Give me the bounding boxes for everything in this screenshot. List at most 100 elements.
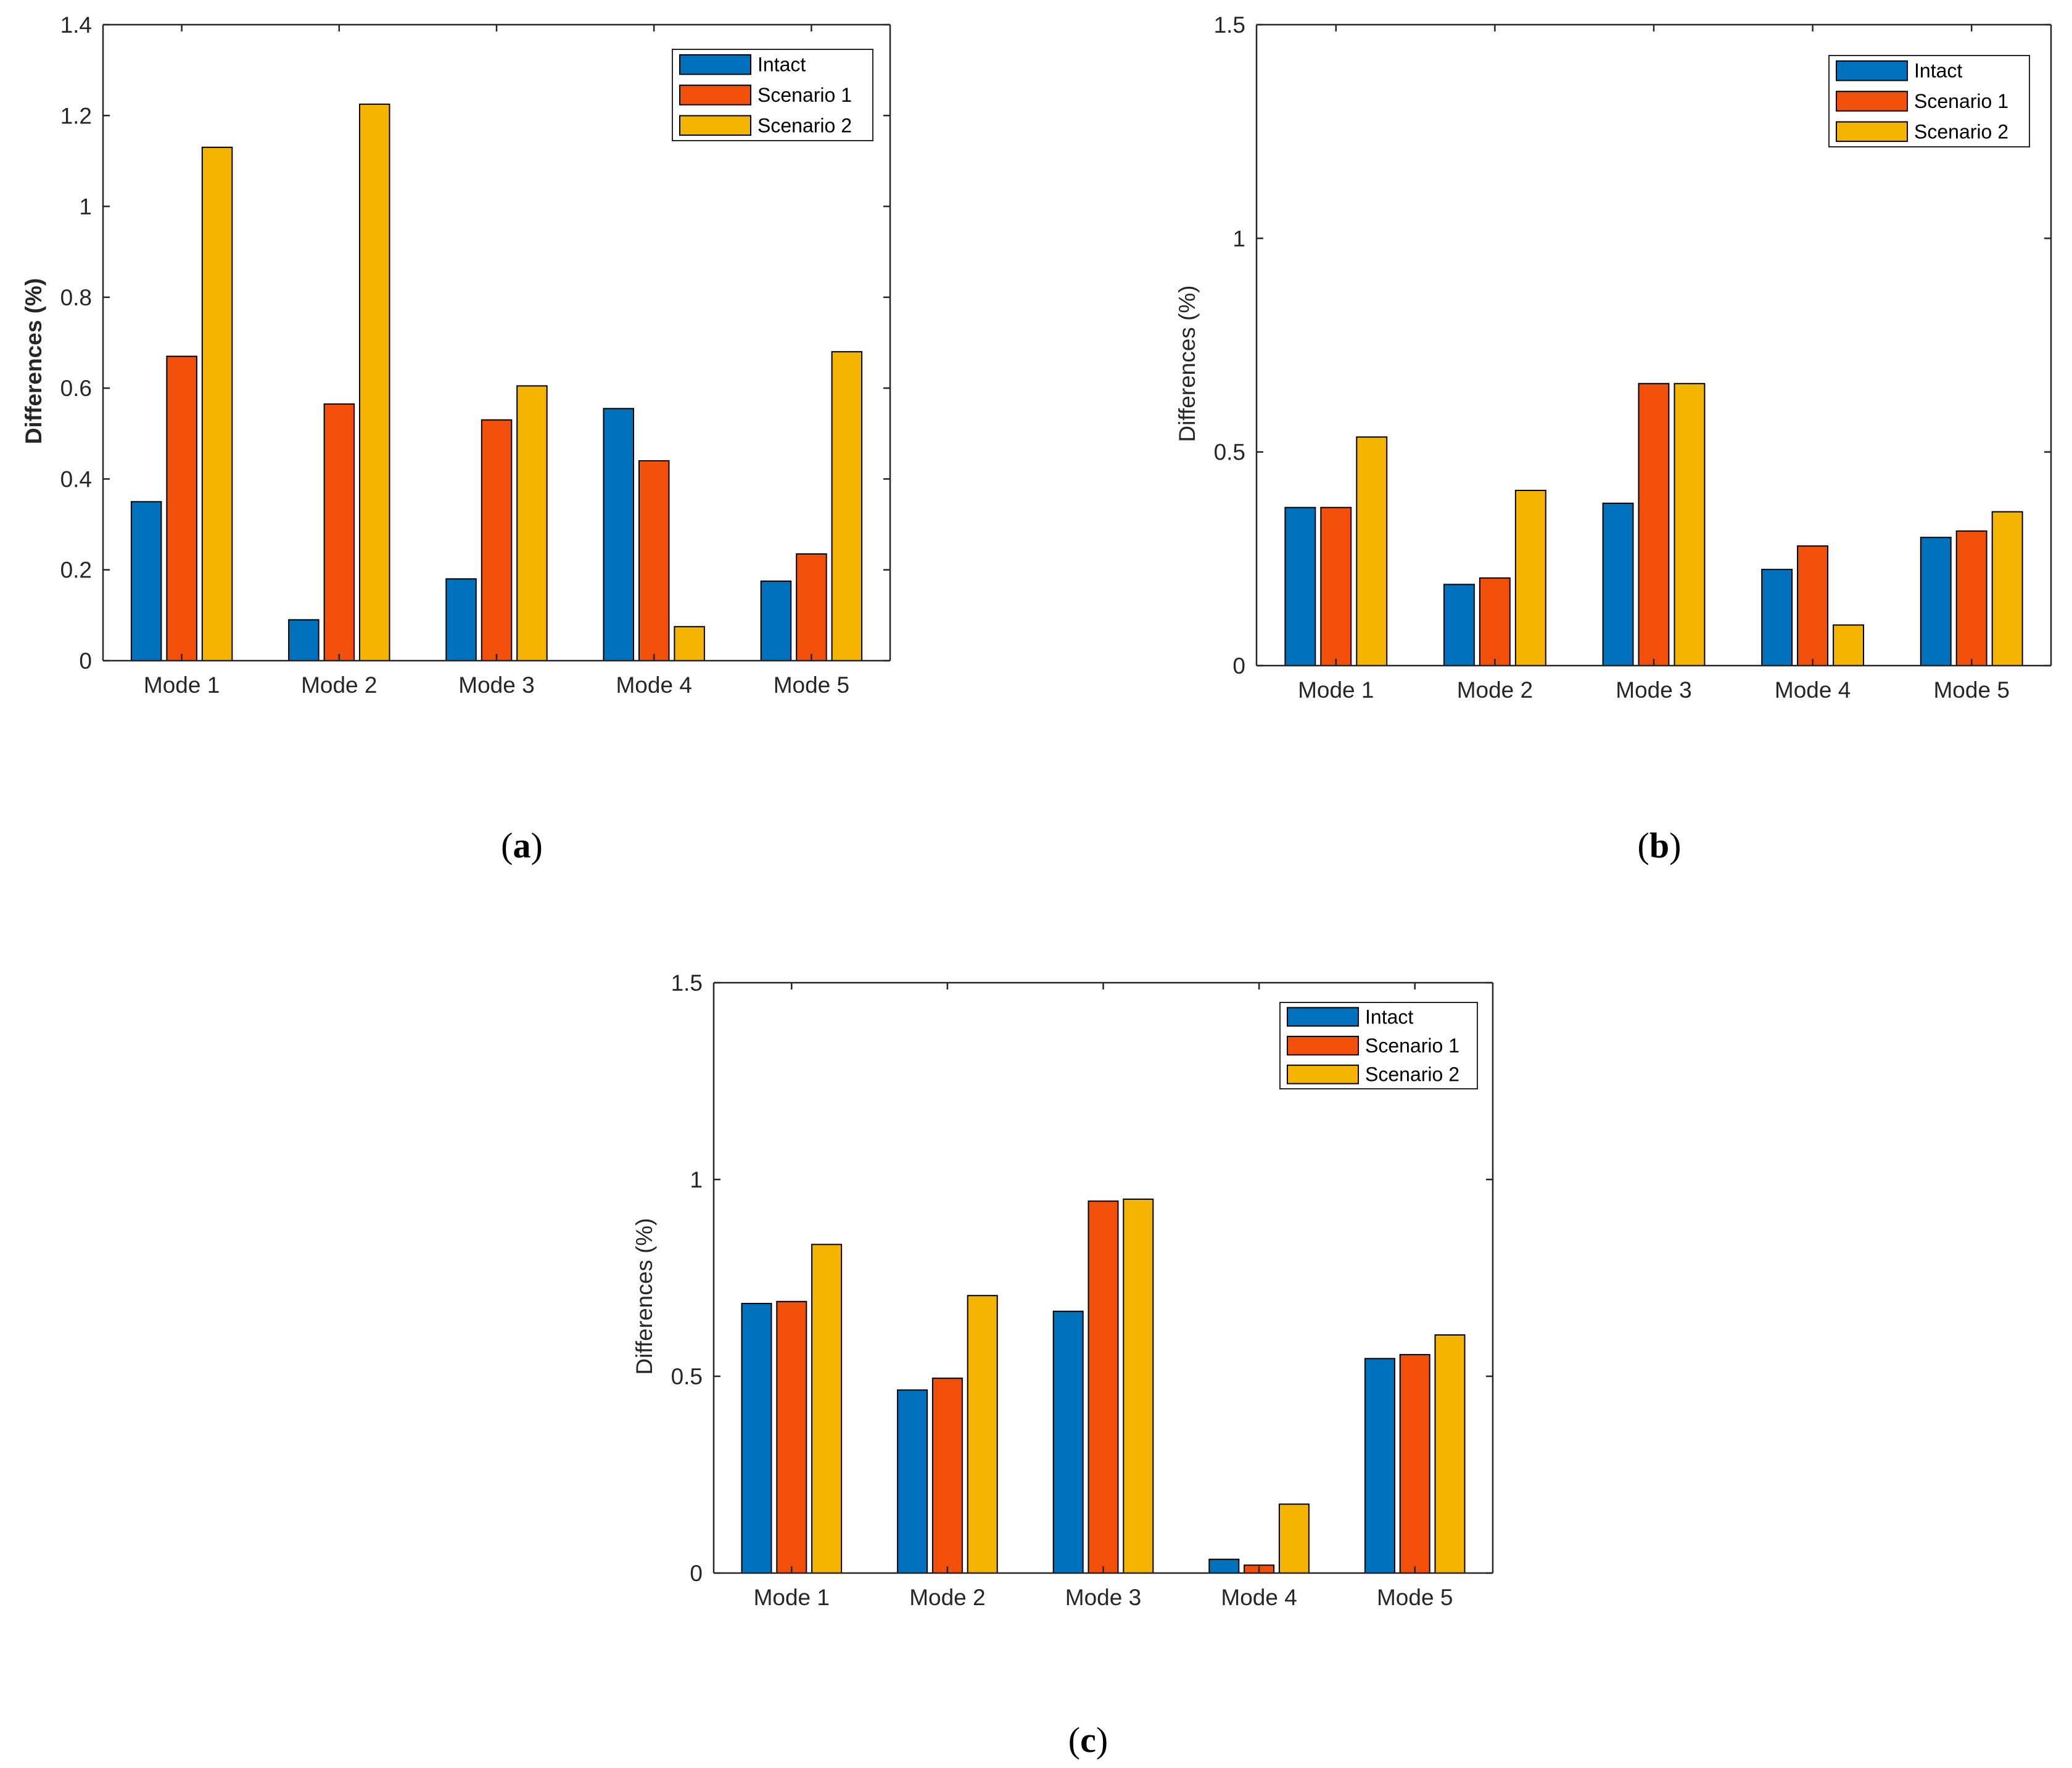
legend-swatch-scenario-1 — [1287, 1036, 1359, 1055]
x-tick-label: Mode 1 — [754, 1585, 830, 1610]
legend-swatch-intact — [1836, 60, 1908, 81]
chart-panel-c: 0 0.5 1 1.5 Mode 1 Mode 2 Mode 3 Mode 4 Mode 5 Di… — [632, 970, 1494, 1610]
x-tick-label: Mode 5 — [1933, 677, 2009, 703]
bar-scenario-1-mode-1 — [776, 1300, 807, 1574]
bar-scenario-2-mode-5 — [1434, 1334, 1466, 1574]
bar-intact-mode-5 — [1920, 537, 1952, 667]
bar-intact-mode-2 — [897, 1389, 928, 1574]
bar-scenario-1-mode-2 — [931, 1378, 963, 1574]
legend-label-intact: Intact — [757, 54, 806, 76]
legend: Intact Scenario 1 Scenario 2 — [1828, 55, 2030, 147]
x-tick-label: Mode 5 — [1377, 1585, 1453, 1610]
y-tick-label: 0 — [79, 648, 92, 674]
legend-swatch-scenario-1 — [679, 85, 751, 105]
y-axis-label: Differences (%) — [1174, 285, 1200, 442]
y-tick-label: 0 — [1232, 653, 1245, 679]
y-tick-label: 1.5 — [1214, 12, 1245, 38]
bar-intact-mode-5 — [760, 580, 792, 661]
y-tick-label: 0.5 — [671, 1364, 703, 1389]
bar-intact-mode-3 — [1602, 502, 1634, 666]
bar-intact-mode-4 — [603, 408, 634, 661]
y-tick-label: 1.4 — [60, 12, 92, 38]
bar-scenario-1-mode-5 — [796, 553, 827, 662]
bar-scenario-1-mode-5 — [1399, 1353, 1430, 1574]
legend-label-scenario-2: Scenario 2 — [757, 114, 852, 136]
panel-label-c-open: ( — [1068, 1720, 1080, 1760]
bar-scenario-2-mode-3 — [1123, 1198, 1154, 1574]
x-tick-label: Mode 3 — [1065, 1585, 1141, 1610]
legend-label-intact: Intact — [1365, 1006, 1413, 1028]
bar-intact-mode-3 — [1052, 1310, 1084, 1574]
panel-label-a-open: ( — [501, 825, 513, 865]
bar-intact-mode-2 — [1443, 584, 1475, 667]
bar-intact-mode-3 — [445, 578, 477, 662]
bar-scenario-2-mode-2 — [967, 1295, 998, 1574]
legend-swatch-scenario-2 — [1836, 121, 1908, 143]
x-tick-label: Mode 3 — [1616, 677, 1691, 703]
legend-label-scenario-1: Scenario 1 — [757, 84, 852, 106]
x-tick-label: Mode 2 — [1457, 677, 1533, 703]
x-tick-label: Mode 4 — [1775, 677, 1851, 703]
legend: Intact Scenario 1 Scenario 2 — [672, 49, 873, 141]
x-tick-label: Mode 3 — [458, 672, 534, 698]
legend-label-scenario-1: Scenario 1 — [1914, 90, 2008, 112]
legend-label-scenario-2: Scenario 2 — [1365, 1064, 1459, 1086]
legend-swatch-scenario-1 — [1836, 91, 1908, 112]
bar-scenario-1-mode-3 — [481, 419, 513, 661]
bar-intact-mode-4 — [1208, 1558, 1240, 1574]
bar-scenario-2-mode-3 — [1674, 382, 1706, 666]
bar-scenario-2-mode-2 — [359, 103, 390, 661]
x-tick-label: Mode 1 — [144, 672, 220, 698]
y-tick-label: 0.5 — [1214, 440, 1245, 465]
y-tick-label: 1.2 — [60, 103, 92, 128]
x-tick-label: Mode 4 — [616, 672, 691, 698]
bar-scenario-1-mode-4 — [1797, 545, 1829, 666]
panel-label-b-close: ) — [1669, 825, 1681, 865]
bar-scenario-2-mode-1 — [1356, 436, 1388, 667]
panel-label-b-letter: b — [1649, 825, 1669, 865]
bar-intact-mode-1 — [130, 501, 162, 662]
bar-scenario-2-mode-3 — [516, 385, 548, 661]
bar-intact-mode-1 — [741, 1303, 772, 1574]
x-tick-label: Mode 2 — [301, 672, 377, 698]
bar-scenario-1-mode-4 — [638, 460, 670, 661]
bar-scenario-2-mode-1 — [811, 1244, 843, 1574]
bar-scenario-1-mode-1 — [1320, 506, 1352, 666]
bar-scenario-2-mode-5 — [1991, 511, 2023, 666]
y-tick-label: 1.5 — [671, 970, 703, 996]
legend-label-scenario-1: Scenario 1 — [1365, 1035, 1459, 1057]
x-tick-label: Mode 4 — [1221, 1585, 1297, 1610]
legend-swatch-intact — [679, 54, 751, 75]
panel-label-a-close: ) — [531, 825, 543, 865]
chart-panel-b: 0 0.5 1 1.5 Mode 1 Mode 2 Mode 3 Mode 4 Mode 5 Di… — [1174, 12, 2052, 703]
y-tick-label: 0.4 — [60, 466, 92, 492]
y-axis-label: Differences (%) — [21, 278, 46, 444]
bar-scenario-2-mode-4 — [674, 626, 705, 661]
bar-intact-mode-5 — [1364, 1358, 1395, 1574]
y-tick-label: 1 — [79, 194, 92, 220]
y-tick-label: 0.8 — [60, 285, 92, 310]
y-tick-label: 0.6 — [60, 376, 92, 401]
panel-label-b-open: ( — [1638, 825, 1649, 865]
panel-label-c: (c) — [1068, 1720, 1108, 1760]
y-tick-label: 1 — [690, 1167, 703, 1192]
bar-scenario-1-mode-2 — [1479, 577, 1511, 666]
x-tick-label: Mode 2 — [909, 1585, 985, 1610]
panel-label-b: (b) — [1638, 825, 1682, 865]
bar-scenario-1-mode-5 — [1955, 530, 1987, 666]
panel-label-c-close: ) — [1096, 1720, 1108, 1760]
legend-swatch-intact — [1287, 1007, 1359, 1027]
bar-scenario-2-mode-4 — [1833, 624, 1865, 667]
legend-swatch-scenario-2 — [1287, 1064, 1359, 1084]
x-tick-label: Mode 1 — [1298, 677, 1374, 703]
bar-scenario-1-mode-2 — [323, 403, 355, 662]
bar-intact-mode-2 — [288, 619, 320, 662]
bar-scenario-2-mode-4 — [1278, 1503, 1310, 1574]
bar-scenario-1-mode-3 — [1088, 1200, 1119, 1574]
bar-scenario-2-mode-1 — [201, 146, 233, 662]
y-axis-label: Differences (%) — [632, 1218, 657, 1374]
panel-label-a: (a) — [501, 825, 543, 865]
y-tick-label: 0 — [690, 1561, 703, 1586]
legend-swatch-scenario-2 — [679, 115, 751, 136]
